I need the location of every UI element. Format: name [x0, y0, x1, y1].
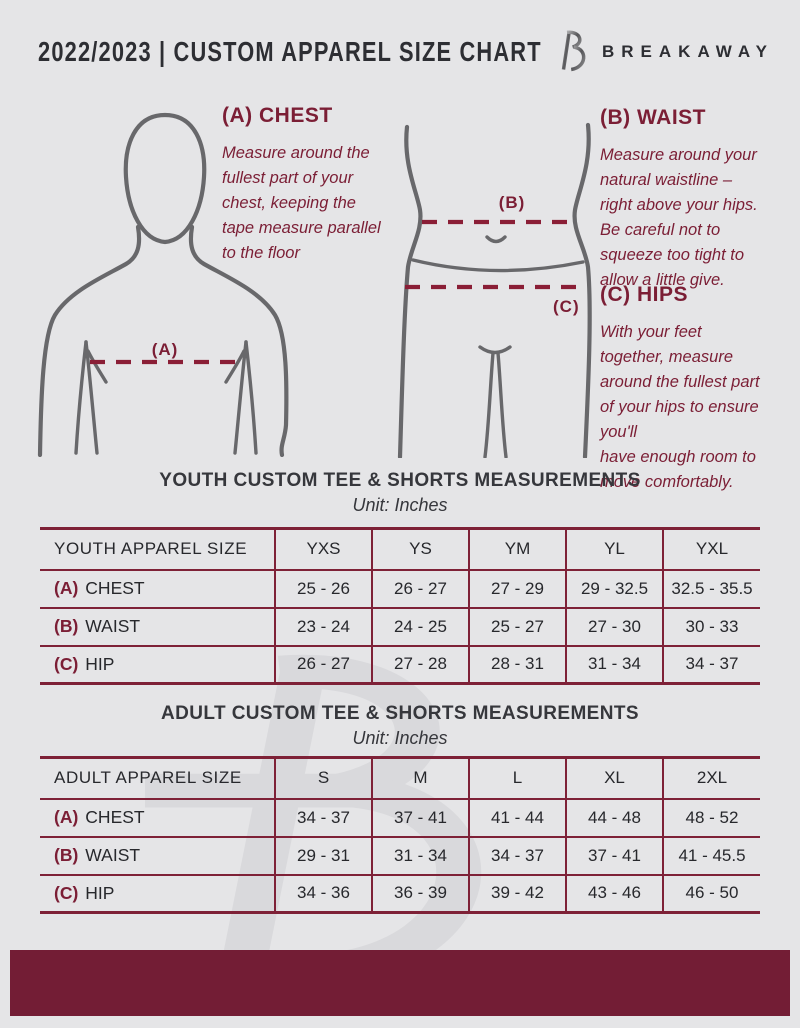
row-label: CHEST [85, 578, 145, 598]
table-row-hip: (C) HIP 26 - 27 27 - 28 28 - 31 31 - 34 3… [40, 645, 760, 684]
table-row-chest: (A) CHEST 25 - 26 26 - 27 27 - 29 29 - 32… [40, 569, 760, 609]
hips-marker-label: (C) [553, 297, 580, 316]
brand-logo: BREAKAWAY [546, 26, 774, 78]
cell: 31 - 34 [565, 645, 663, 684]
cell: 37 - 41 [565, 836, 663, 876]
cell: 34 - 37 [468, 836, 566, 876]
column-header: YM [468, 528, 566, 571]
adult-section-title: ADULT CUSTOM TEE & SHORTS MEASUREMENTS [161, 703, 639, 724]
adult-size-table: ADULT APPAREL SIZE S M L XL 2XL (A) CHEST… [40, 756, 760, 914]
cell: 39 - 42 [468, 874, 566, 913]
youth-unit-label: Unit: Inches [352, 495, 448, 515]
cell: 32.5 - 35.5 [662, 569, 760, 609]
cell: 34 - 37 [662, 645, 760, 684]
cell: 26 - 27 [371, 569, 469, 609]
cell: 37 - 41 [371, 798, 469, 838]
cell: 46 - 50 [662, 874, 760, 913]
chest-body: Measure around the fullest part of your … [222, 144, 381, 262]
column-header: YL [565, 528, 663, 571]
row-label: WAIST [85, 845, 141, 865]
lower-body-figure: (B) (C) [397, 122, 592, 458]
row-key: (A) [54, 807, 79, 827]
waist-marker-label: (B) [499, 193, 526, 212]
row-label: HIP [85, 882, 115, 903]
adult-unit-label: Unit: Inches [352, 728, 448, 748]
cell: 34 - 37 [274, 798, 372, 838]
row-label: WAIST [85, 616, 141, 636]
table-row-waist: (B) WAIST 23 - 24 24 - 25 25 - 27 27 - 30… [40, 607, 760, 647]
youth-section-title: YOUTH CUSTOM TEE & SHORTS MEASUREMENTS [159, 470, 641, 491]
chest-heading: (A) CHEST [222, 104, 333, 127]
cell: 26 - 27 [274, 645, 372, 684]
cell: 31 - 34 [371, 836, 469, 876]
row-key: (B) [54, 616, 79, 636]
cell: 27 - 30 [565, 607, 663, 647]
row-key: (C) [54, 653, 79, 674]
hips-instructions: (C) HIPS With your feet together, measur… [600, 283, 790, 495]
column-header: L [468, 757, 566, 800]
column-header: YXS [274, 528, 372, 571]
table-row-chest: (A) CHEST 34 - 37 37 - 41 41 - 44 44 - 48… [40, 798, 760, 838]
row-label: HIP [85, 653, 115, 674]
cell: 25 - 27 [468, 607, 566, 647]
cell: 43 - 46 [565, 874, 663, 913]
column-header: YXL [662, 528, 760, 571]
waist-instructions: (B) WAIST Measure around your natural wa… [600, 106, 780, 293]
cell: 27 - 28 [371, 645, 469, 684]
cell: 25 - 26 [274, 569, 372, 609]
cell: 29 - 31 [274, 836, 372, 876]
footer-bar [10, 950, 790, 1016]
waist-heading: (B) WAIST [600, 106, 706, 129]
cell: 30 - 33 [662, 607, 760, 647]
waist-body: Measure around your natural waistline – … [600, 146, 758, 289]
cell: 44 - 48 [565, 798, 663, 838]
cell: 29 - 32.5 [565, 569, 663, 609]
chest-instructions: (A) CHEST Measure around the fullest par… [222, 104, 417, 266]
row-key: (C) [54, 882, 79, 903]
cell: 41 - 45.5 [662, 836, 760, 876]
cell: 34 - 36 [274, 874, 372, 913]
cell: 48 - 52 [662, 798, 760, 838]
table-row-waist: (B) WAIST 29 - 31 31 - 34 34 - 37 37 - 41… [40, 836, 760, 876]
column-header: YS [371, 528, 469, 571]
cell: 24 - 25 [371, 607, 469, 647]
table-row-hip: (C) HIP 34 - 36 36 - 39 39 - 42 43 - 46 4… [40, 874, 760, 913]
cell: 23 - 24 [274, 607, 372, 647]
row-key: (A) [54, 578, 79, 598]
cell: 28 - 31 [468, 645, 566, 684]
youth-size-label: YOUTH APPAREL SIZE [40, 528, 275, 571]
hips-body: With your feet together, measure around … [600, 323, 760, 491]
brand-name: BREAKAWAY [602, 42, 774, 61]
row-label: CHEST [85, 807, 145, 827]
youth-header-row: YOUTH APPAREL SIZE YXS YS YM YL YXL [40, 528, 760, 571]
cell: 36 - 39 [371, 874, 469, 913]
breakaway-b-icon [550, 30, 586, 72]
adult-size-label: ADULT APPAREL SIZE [40, 757, 275, 800]
page-title: 2022/2023 | CUSTOM APPAREL SIZE CHART [38, 36, 542, 67]
column-header: 2XL [662, 757, 760, 800]
column-header: XL [565, 757, 663, 800]
cell: 27 - 29 [468, 569, 566, 609]
cell: 41 - 44 [468, 798, 566, 838]
row-key: (B) [54, 845, 79, 865]
column-header: M [371, 757, 469, 800]
adult-header-row: ADULT APPAREL SIZE S M L XL 2XL [40, 757, 760, 800]
hips-heading: (C) HIPS [600, 283, 688, 306]
column-header: S [274, 757, 372, 800]
youth-size-table: YOUTH APPAREL SIZE YXS YS YM YL YXL (A) C… [40, 527, 760, 685]
chest-marker-label: (A) [152, 340, 179, 359]
